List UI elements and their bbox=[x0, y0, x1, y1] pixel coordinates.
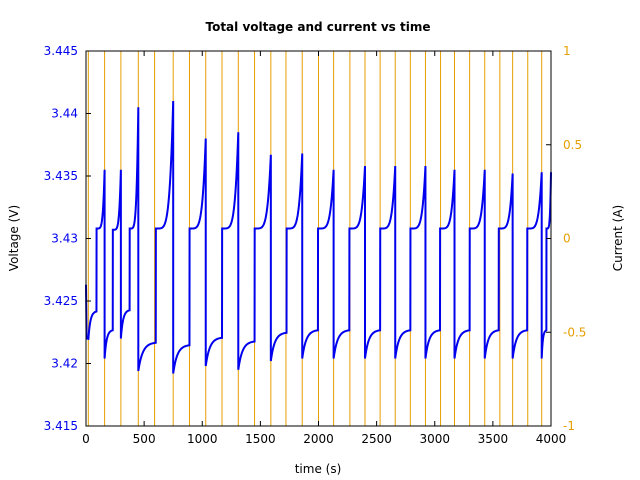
y-left-tick-label: 3.435 bbox=[44, 169, 78, 183]
voltage-line bbox=[85, 100, 552, 374]
x-tick-label: 2000 bbox=[303, 432, 334, 446]
y-axis-left-label: Voltage (V) bbox=[7, 205, 21, 271]
y-left-tick-label: 3.415 bbox=[44, 419, 78, 433]
y-axis-right: -1 -0.5 0 0.5 1 bbox=[546, 44, 586, 433]
y-right-tick-label: 0.5 bbox=[563, 138, 582, 152]
x-tick-label: 3000 bbox=[419, 432, 450, 446]
y-left-tick-label: 3.42 bbox=[51, 357, 78, 371]
y-right-tick-label: -1 bbox=[563, 419, 575, 433]
y-right-tick-label: 1 bbox=[563, 44, 571, 58]
x-tick-label: 1000 bbox=[187, 432, 218, 446]
x-tick-label: 2500 bbox=[361, 432, 392, 446]
y-left-tick-label: 3.43 bbox=[51, 232, 78, 246]
y-axis-left: 3.415 3.42 3.425 3.43 3.435 3.44 3.445 bbox=[44, 44, 91, 433]
x-tick-label: 1500 bbox=[245, 432, 276, 446]
y-right-tick-label: 0 bbox=[563, 232, 571, 246]
chart-title: Total voltage and current vs time bbox=[205, 20, 430, 34]
y-left-tick-label: 3.445 bbox=[44, 44, 78, 58]
voltage-series bbox=[85, 100, 552, 374]
x-axis-label: time (s) bbox=[295, 462, 342, 476]
y-left-tick-label: 3.44 bbox=[51, 107, 78, 121]
x-tick-label: 3500 bbox=[478, 432, 509, 446]
y-axis-right-label: Current (A) bbox=[611, 205, 625, 271]
y-right-tick-label: -0.5 bbox=[563, 325, 586, 339]
y-left-tick-label: 3.425 bbox=[44, 294, 78, 308]
x-tick-label: 500 bbox=[133, 432, 156, 446]
x-axis: 0 500 1000 1500 2000 2500 3000 3500 4000 bbox=[82, 51, 566, 446]
x-tick-label: 0 bbox=[82, 432, 90, 446]
x-tick-label: 4000 bbox=[536, 432, 567, 446]
